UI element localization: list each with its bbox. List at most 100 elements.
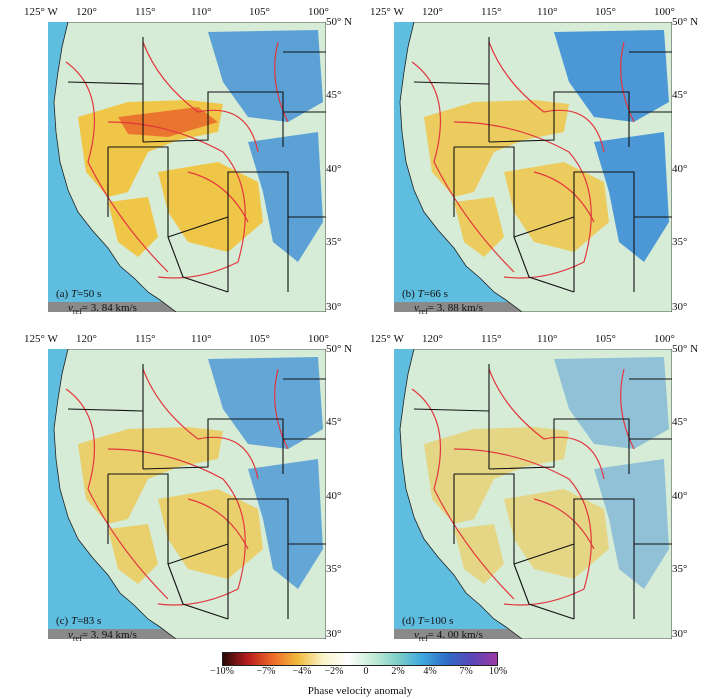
state-boundary: [142, 91, 284, 147]
map-panel: 125° W 120° 115° 110° 105° 100° 50° N 45° 40° 35°…: [18, 333, 358, 644]
longitude-label: 120°: [422, 6, 443, 18]
period-value: =83 s: [77, 615, 102, 627]
state-boundary: [67, 81, 144, 85]
low-velocity-anomaly: [158, 162, 263, 252]
legend-tick-label: 7%: [459, 666, 473, 677]
latitude-label: 50° N: [672, 16, 699, 28]
panel-period-label: (b) T=66 s: [402, 288, 448, 300]
panel-letter: (d): [402, 615, 415, 627]
longitude-label: 120°: [76, 6, 97, 18]
latitude-label: 30°: [326, 628, 342, 640]
latitude-label: 50° N: [672, 343, 699, 355]
legend-tick-label: 2%: [391, 666, 405, 677]
low-velocity-anomaly: [454, 524, 504, 584]
velocity-value: = 4. 00 km/s: [427, 629, 483, 641]
province-boundary: [107, 448, 246, 606]
velocity-symbol: v: [68, 629, 73, 641]
phase-velocity-map: [394, 22, 672, 312]
color-scale-legend: −10% −7% −4% −2% 0 2% 4% 7% 10% Phase velocity a…: [210, 652, 507, 699]
velocity-subscript: ref: [72, 634, 82, 644]
province-boundary: [533, 171, 595, 223]
low-velocity-anomaly: [108, 197, 158, 257]
low-velocity-anomaly: [108, 524, 158, 584]
low-velocity-anomaly: [158, 489, 263, 579]
period-symbol: T: [417, 288, 424, 300]
latitude-label: 35°: [672, 563, 688, 575]
legend-tick-label: 10%: [488, 666, 508, 677]
longitude-label: 105°: [595, 6, 616, 18]
legend-tick-label: −10%: [210, 666, 234, 677]
latitude-label: 45°: [326, 89, 342, 101]
high-velocity-anomaly: [554, 357, 669, 449]
longitude-label: 115°: [481, 6, 502, 18]
state-boundary: [167, 498, 289, 619]
state-boundary: [513, 563, 575, 620]
province-boundary: [274, 41, 289, 123]
high-velocity-anomaly: [594, 132, 669, 262]
period-symbol: T: [70, 615, 78, 627]
coastline: [53, 22, 326, 312]
province-boundary: [274, 368, 289, 450]
legend-tick-label: 4%: [423, 666, 437, 677]
panel-period-label: (d) T=100 s: [402, 615, 453, 627]
longitude-label: 110°: [191, 333, 212, 345]
low-velocity-anomaly: [78, 427, 223, 524]
state-boundary: [67, 408, 144, 412]
latitude-label: 35°: [326, 563, 342, 575]
longitude-label: 115°: [135, 6, 156, 18]
velocity-subscript: ref: [418, 634, 428, 644]
longitude-label: 105°: [595, 333, 616, 345]
coastline: [53, 349, 326, 639]
longitude-label: 100°: [308, 333, 329, 345]
longitude-label: 125° W: [24, 6, 58, 18]
latitude-label: 40°: [672, 163, 688, 175]
longitude-label: 115°: [135, 333, 156, 345]
longitude-label: 110°: [537, 333, 558, 345]
panel-letter: (a): [56, 288, 69, 300]
longitude-label: 110°: [537, 6, 558, 18]
state-boundary: [488, 91, 630, 147]
longitude-label: 100°: [654, 6, 675, 18]
velocity-symbol: v: [414, 302, 419, 314]
state-boundary: [142, 418, 284, 474]
state-boundary: [108, 473, 169, 564]
province-boundary: [65, 388, 169, 600]
high-velocity-anomaly: [248, 459, 323, 589]
state-boundary: [454, 473, 515, 564]
province-boundary: [107, 121, 246, 279]
map-panel: 125° W 120° 115° 110° 105° 100° 50° N 45° 40° 35°…: [364, 6, 704, 316]
province-boundary: [453, 121, 592, 279]
longitude-label: 125° W: [370, 333, 404, 345]
longitude-label: 120°: [422, 333, 443, 345]
legend-tick-label: −2%: [324, 666, 344, 677]
low-velocity-anomaly: [454, 197, 504, 257]
latitude-label: 40°: [326, 163, 342, 175]
coastline: [399, 349, 672, 639]
province-boundary: [142, 368, 259, 480]
high-velocity-anomaly: [248, 132, 323, 262]
state-boundary: [167, 236, 229, 293]
state-boundary: [513, 236, 575, 293]
map-panel: 125° W 120° 115° 110° 105° 100° 50° N 45° 40° 35°…: [18, 6, 358, 316]
longitude-label: 110°: [191, 6, 212, 18]
velocity-value: = 3. 88 km/s: [427, 302, 483, 314]
latitude-label: 40°: [326, 490, 342, 502]
longitude-label: 125° W: [370, 6, 404, 18]
latitude-label: 45°: [672, 89, 688, 101]
latitude-label: 30°: [672, 301, 688, 313]
coastline: [399, 22, 672, 312]
state-boundary: [413, 81, 490, 85]
state-boundary: [167, 563, 229, 620]
velocity-symbol: v: [414, 629, 419, 641]
state-boundary: [454, 146, 515, 237]
latitude-label: 30°: [326, 301, 342, 313]
latitude-label: 50° N: [326, 16, 353, 28]
panel-reference-velocity-label: vref= 3. 88 km/s: [414, 302, 483, 316]
panel-period-label: (a) T=50 s: [56, 288, 101, 300]
velocity-subscript: ref: [418, 307, 428, 317]
province-boundary: [620, 41, 635, 123]
legend-tick-label: 0: [363, 666, 369, 677]
phase-velocity-map: [394, 349, 672, 639]
high-velocity-anomaly: [208, 357, 323, 449]
longitude-label: 125° W: [24, 333, 58, 345]
